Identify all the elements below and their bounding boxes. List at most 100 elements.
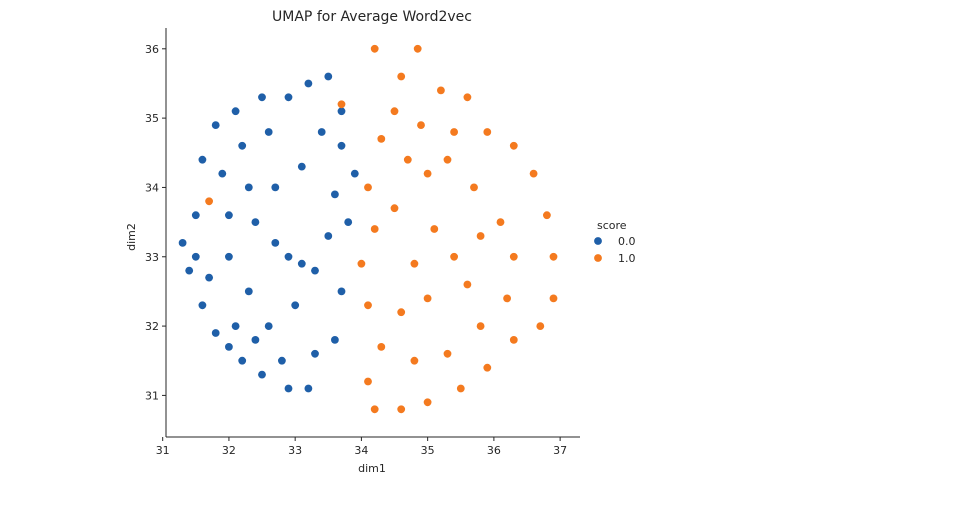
x-axis: 31 32 33 34 35 36 37: [156, 436, 580, 457]
scatter-point: [549, 294, 558, 303]
series-1.0: [205, 44, 558, 414]
scatter-point: [496, 218, 505, 227]
y-axis: 31 32 33 34 35 36: [145, 28, 167, 437]
scatter-point: [423, 169, 432, 178]
scatter-point: [423, 398, 432, 407]
scatter-point: [344, 218, 353, 227]
scatter-point: [271, 183, 280, 192]
y-tick-label: 31: [145, 389, 159, 402]
scatter-point: [238, 356, 247, 365]
y-tick-label: 32: [145, 320, 159, 333]
series-0.0: [178, 72, 359, 393]
scatter-point: [225, 343, 233, 351]
scatter-point: [191, 252, 200, 261]
y-tick-label: 33: [145, 251, 159, 264]
scatter-point: [284, 252, 293, 261]
scatter-point: [198, 155, 207, 164]
scatter-point: [443, 349, 452, 358]
scatter-point: [264, 128, 273, 136]
x-tick-label: 33: [288, 444, 302, 457]
scatter-point: [549, 252, 558, 261]
scatter-point: [297, 162, 306, 171]
x-tick-label: 34: [354, 444, 368, 457]
scatter-point: [509, 336, 518, 344]
scatter-point: [423, 294, 432, 303]
scatter-point: [430, 225, 439, 233]
scatter-point: [410, 259, 419, 268]
scatter-point: [297, 259, 306, 268]
x-tick-label: 36: [487, 444, 501, 457]
scatter-point: [331, 336, 339, 344]
scatter-point: [324, 232, 333, 240]
scatter-point: [225, 211, 233, 220]
x-tick-label: 35: [421, 444, 435, 457]
scatter-point: [410, 356, 419, 365]
scatter-point: [198, 301, 207, 310]
scatter-point: [225, 252, 233, 261]
x-tick-label: 37: [553, 444, 567, 457]
scatter-point: [178, 239, 187, 247]
x-tick-label: 31: [156, 444, 170, 457]
scatter-point: [324, 72, 333, 81]
scatter-point: [244, 287, 253, 296]
scatter-point: [211, 121, 220, 129]
scatter-point: [284, 93, 293, 102]
scatter-point: [529, 169, 538, 178]
scatter-point: [397, 405, 406, 414]
scatter-point: [390, 204, 399, 213]
scatter-point: [417, 121, 425, 129]
chart-title: UMAP for Average Word2vec: [272, 9, 472, 25]
scatter-point: [543, 211, 551, 220]
y-tick-label: 34: [145, 181, 159, 194]
scatter-point: [251, 218, 260, 227]
scatter-point: [271, 239, 280, 247]
scatter-point: [509, 252, 518, 261]
scatter-point: [337, 107, 346, 116]
scatter-point: [377, 135, 386, 143]
scatter-point: [483, 128, 492, 136]
legend-marker: [594, 254, 602, 262]
scatter-point: [470, 183, 478, 192]
scatter-point: [476, 232, 485, 240]
scatter-point: [331, 190, 339, 199]
scatter-point: [278, 356, 286, 365]
scatter-point: [218, 169, 227, 178]
scatter-point: [456, 384, 465, 393]
y-tick-label: 36: [145, 43, 159, 56]
scatter-point: [483, 363, 492, 372]
scatter-point: [304, 79, 313, 88]
scatter-point: [437, 86, 445, 95]
scatter-point: [450, 128, 458, 136]
scatter-point: [397, 72, 406, 81]
scatter-point: [337, 100, 346, 109]
scatter-point: [503, 294, 511, 303]
x-tick-label: 32: [222, 444, 236, 457]
scatter-point: [311, 266, 319, 275]
plot-area: [178, 44, 558, 414]
scatter-point: [370, 225, 379, 233]
scatter-point: [251, 336, 260, 344]
scatter-point: [536, 322, 545, 330]
scatter-point: [211, 329, 220, 337]
scatter-point: [258, 93, 266, 102]
scatter-point: [357, 259, 366, 268]
scatter-point: [509, 141, 518, 150]
scatter-point: [364, 301, 372, 310]
scatter-point: [205, 197, 214, 206]
legend: score 0.0 1.0: [594, 219, 636, 265]
scatter-point: [311, 349, 319, 358]
scatter-point: [377, 343, 386, 351]
scatter-point: [450, 252, 458, 261]
scatter-point: [284, 384, 293, 393]
scatter-point: [205, 273, 214, 282]
scatter-point: [231, 322, 240, 330]
scatter-point: [364, 377, 372, 386]
scatter-point: [413, 44, 422, 53]
y-tick-label: 35: [145, 112, 159, 125]
scatter-point: [291, 301, 300, 310]
scatter-point: [337, 141, 346, 150]
scatter-point: [476, 322, 485, 330]
legend-title: score: [597, 219, 627, 232]
